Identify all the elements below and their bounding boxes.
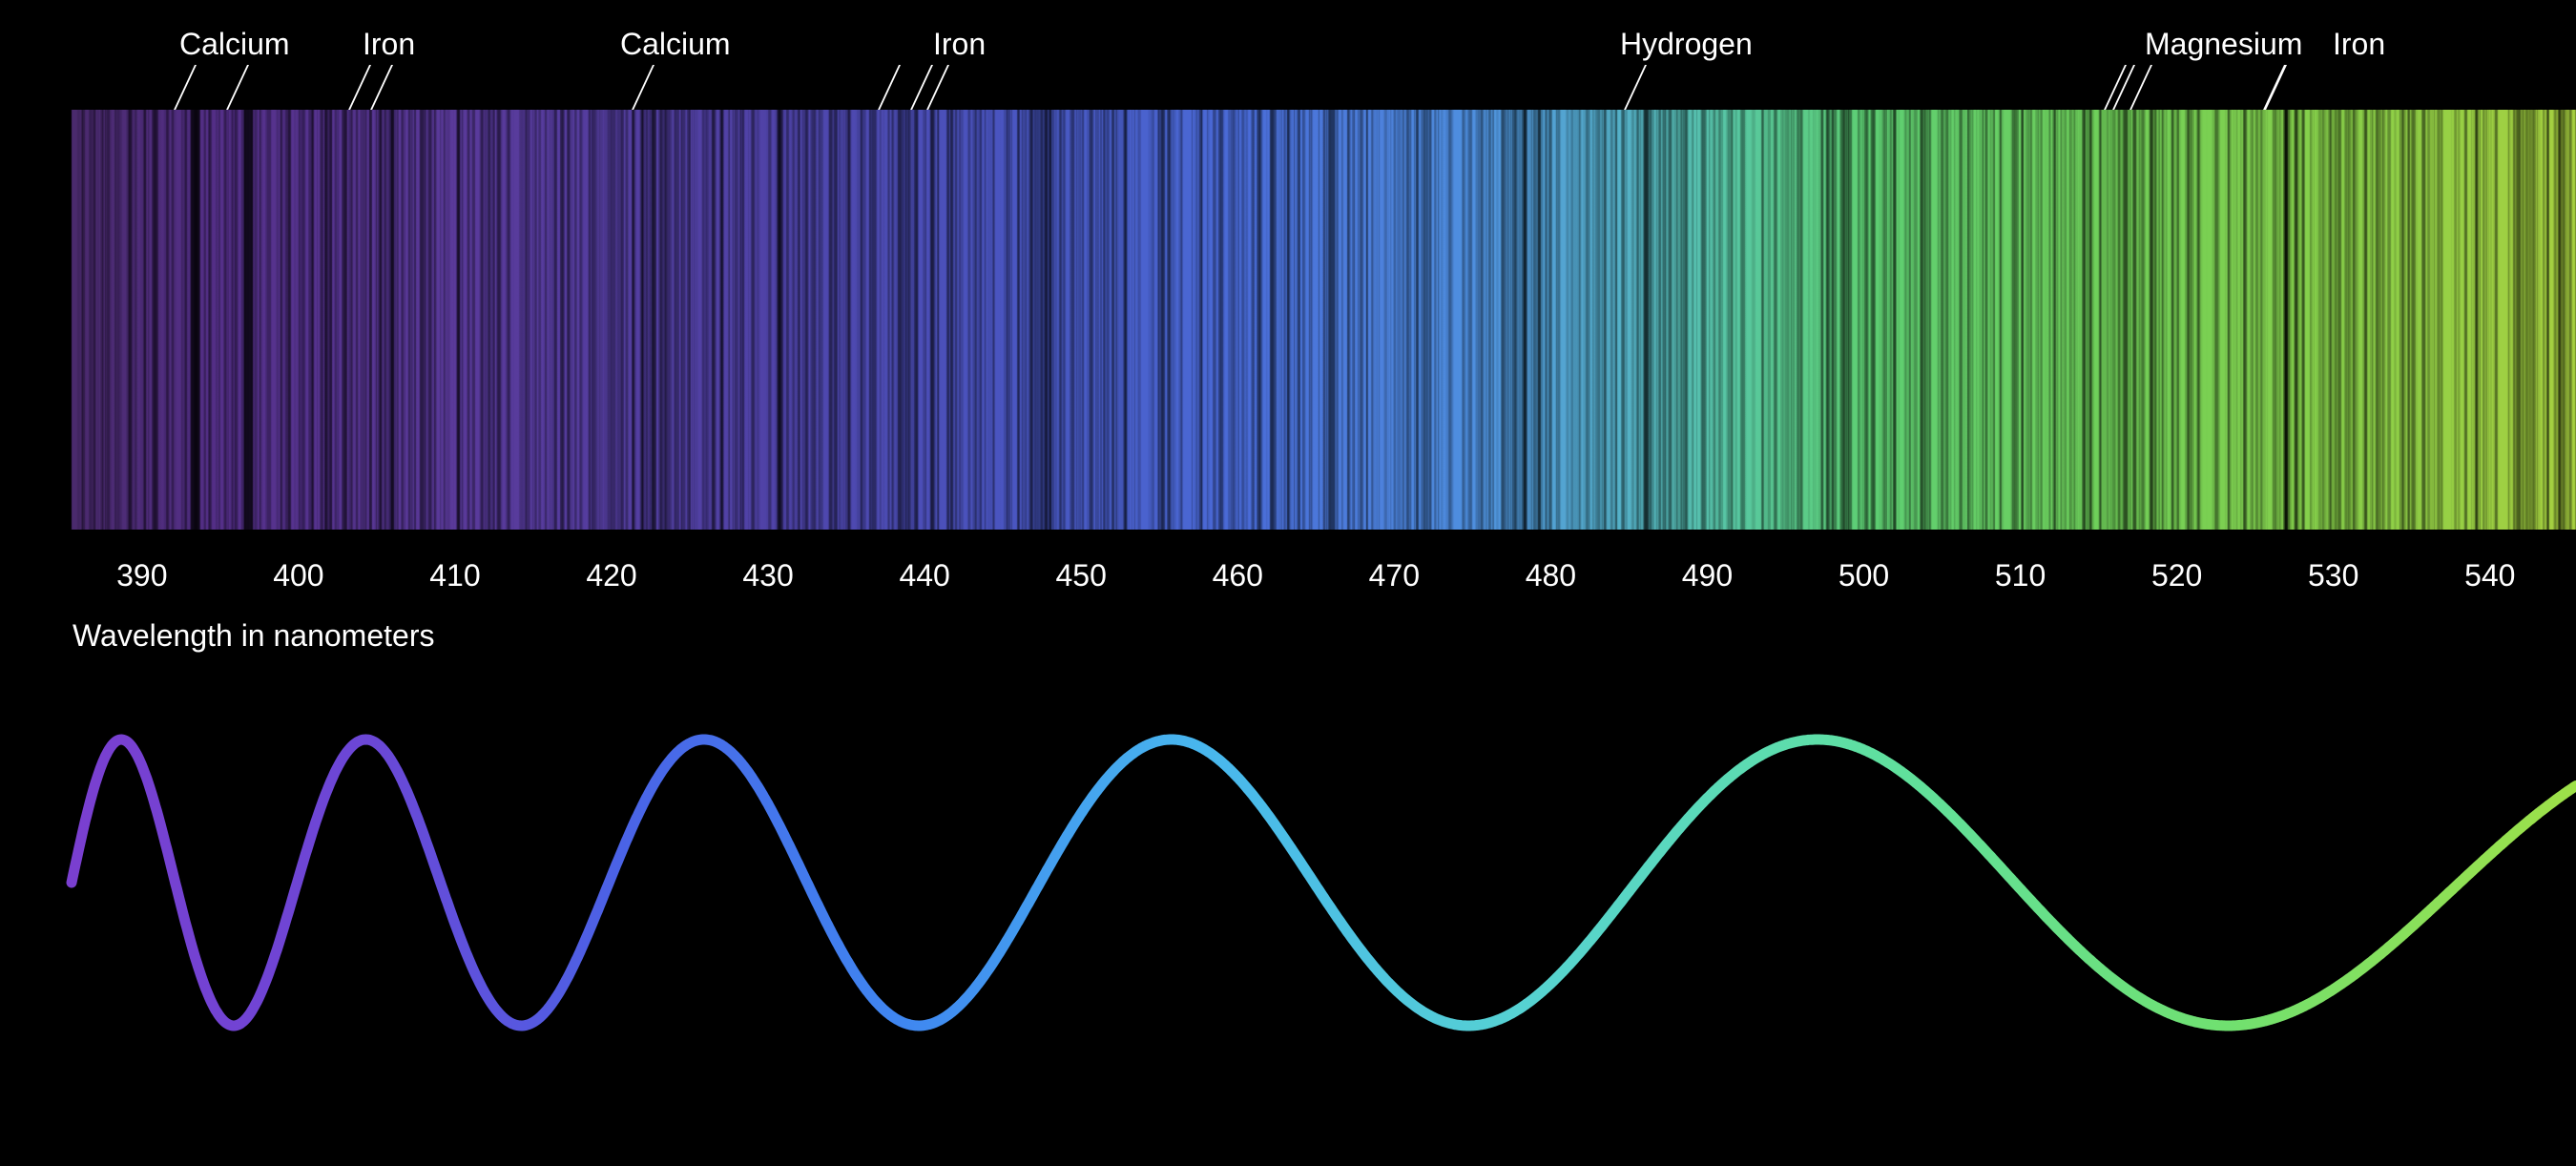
axis-tick-label: 540 (2464, 558, 2515, 593)
axis-tick-label: 410 (429, 558, 480, 593)
element-label: Iron (2333, 27, 2385, 62)
element-tick (370, 65, 393, 110)
element-label: Magnesium (2145, 27, 2302, 62)
wave-illustration (72, 725, 2576, 1040)
axis-tick-label: 530 (2308, 558, 2358, 593)
spectrum-band (0, 110, 2576, 530)
axis-tick-label: 450 (1056, 558, 1107, 593)
wave-svg (72, 725, 2576, 1040)
axis-tick-label: 520 (2151, 558, 2202, 593)
axis-tick-labels: 390 400 410 420 430 440 450 460 470 480 490 500 510 5… (0, 549, 2576, 601)
element-tick (1625, 65, 1648, 110)
element-tick (348, 65, 371, 110)
element-label: Calcium (620, 27, 731, 62)
element-tick (878, 65, 901, 110)
axis-tick-label: 420 (586, 558, 636, 593)
spectrum-canvas (0, 110, 2576, 530)
axis-tick-label: 460 (1213, 558, 1263, 593)
element-label: Calcium (179, 27, 290, 62)
wave-path (72, 739, 2576, 1026)
axis-title: Wavelength in nanometers (73, 618, 434, 654)
axis-tick-label: 490 (1682, 558, 1733, 593)
element-label: Iron (933, 27, 986, 62)
axis-tick-label: 480 (1526, 558, 1576, 593)
axis-tick-label: 390 (116, 558, 167, 593)
element-tick (226, 65, 249, 110)
element-tick (174, 65, 197, 110)
element-label: Iron (363, 27, 415, 62)
element-tick (2129, 65, 2152, 110)
axis-tick-label: 400 (273, 558, 323, 593)
axis-tick-label: 440 (899, 558, 949, 593)
axis-tick-label: 510 (1995, 558, 2046, 593)
element-tick (2265, 65, 2288, 110)
axis-tick-label: 430 (742, 558, 793, 593)
axis-tick-label: 500 (1839, 558, 1889, 593)
axis-tick-label: 470 (1369, 558, 1420, 593)
element-label: Hydrogen (1620, 27, 1753, 62)
element-tick (632, 65, 654, 110)
element-labels-layer: Calcium Iron Calcium Iron Hydrogen Magnesium I… (0, 0, 2576, 110)
